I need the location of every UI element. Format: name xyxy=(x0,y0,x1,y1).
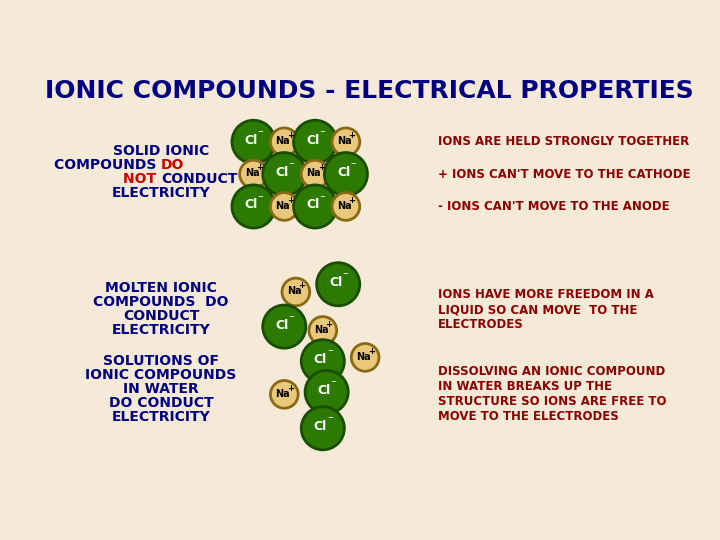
Circle shape xyxy=(324,153,367,195)
Circle shape xyxy=(263,305,306,348)
Text: ⁻: ⁻ xyxy=(258,129,264,139)
Circle shape xyxy=(271,381,298,408)
Text: +: + xyxy=(287,384,294,393)
Text: MOLTEN IONIC: MOLTEN IONIC xyxy=(105,281,217,295)
Text: Na: Na xyxy=(337,201,351,211)
Text: Cl: Cl xyxy=(329,276,343,289)
Text: Cl: Cl xyxy=(306,134,320,147)
Text: Na: Na xyxy=(356,352,371,362)
Text: +: + xyxy=(348,131,356,140)
Text: Cl: Cl xyxy=(275,166,289,179)
Text: +: + xyxy=(299,281,305,291)
Circle shape xyxy=(305,370,348,414)
Text: SOLID IONIC: SOLID IONIC xyxy=(113,144,210,158)
Text: Na: Na xyxy=(276,201,290,211)
Text: Na: Na xyxy=(314,325,328,335)
Text: Cl: Cl xyxy=(275,319,289,332)
Text: ⁻: ⁻ xyxy=(327,416,333,426)
Circle shape xyxy=(294,185,337,228)
Text: Cl: Cl xyxy=(337,166,350,179)
Circle shape xyxy=(263,153,306,195)
Text: IONS ARE HELD STRONGLY TOGETHER: IONS ARE HELD STRONGLY TOGETHER xyxy=(438,136,690,148)
Text: Cl: Cl xyxy=(318,384,331,397)
Text: Na: Na xyxy=(276,136,290,146)
Text: IONS HAVE MORE FREEDOM IN A
LIQUID SO CAN MOVE  TO THE
ELECTRODES: IONS HAVE MORE FREEDOM IN A LIQUID SO CA… xyxy=(438,288,654,331)
Circle shape xyxy=(240,160,267,188)
Text: DO CONDUCT: DO CONDUCT xyxy=(109,396,213,410)
Text: COMPOUNDS: COMPOUNDS xyxy=(54,158,161,172)
Text: CONDUCT: CONDUCT xyxy=(123,309,199,323)
Text: Cl: Cl xyxy=(245,134,258,147)
Circle shape xyxy=(332,128,360,156)
Text: ⁻: ⁻ xyxy=(288,161,294,171)
Text: Na: Na xyxy=(306,168,321,178)
Text: ELECTRICITY: ELECTRICITY xyxy=(112,186,210,200)
Text: Cl: Cl xyxy=(306,198,320,212)
Text: ELECTRICITY: ELECTRICITY xyxy=(112,410,210,424)
Text: NOT: NOT xyxy=(123,172,161,186)
Text: Cl: Cl xyxy=(314,420,327,433)
Text: IN WATER: IN WATER xyxy=(123,382,199,396)
Circle shape xyxy=(351,343,379,372)
Text: Na: Na xyxy=(337,136,351,146)
Circle shape xyxy=(294,120,337,164)
Text: +: + xyxy=(348,196,356,205)
Text: Cl: Cl xyxy=(245,198,258,212)
Text: - IONS CAN'T MOVE TO THE ANODE: - IONS CAN'T MOVE TO THE ANODE xyxy=(438,200,670,213)
Text: Na: Na xyxy=(276,389,290,399)
Text: +: + xyxy=(256,164,264,172)
Text: + IONS CAN'T MOVE TO THE CATHODE: + IONS CAN'T MOVE TO THE CATHODE xyxy=(438,167,690,181)
Text: +: + xyxy=(318,164,325,172)
Circle shape xyxy=(309,316,337,345)
Text: ⁻: ⁻ xyxy=(319,194,325,204)
Text: Na: Na xyxy=(287,286,302,296)
Circle shape xyxy=(232,120,275,164)
Circle shape xyxy=(232,185,275,228)
Text: DO: DO xyxy=(161,158,184,172)
Circle shape xyxy=(282,278,310,306)
Text: +: + xyxy=(287,131,294,140)
Text: ⁻: ⁻ xyxy=(288,314,294,324)
Circle shape xyxy=(332,193,360,220)
Text: ⁻: ⁻ xyxy=(350,161,356,171)
Circle shape xyxy=(301,407,344,450)
Text: IONIC COMPOUNDS: IONIC COMPOUNDS xyxy=(86,368,237,382)
Text: +: + xyxy=(368,347,375,356)
Text: ⁻: ⁻ xyxy=(319,129,325,139)
Circle shape xyxy=(301,160,329,188)
Text: DISSOLVING AN IONIC COMPOUND
IN WATER BREAKS UP THE
STRUCTURE SO IONS ARE FREE T: DISSOLVING AN IONIC COMPOUND IN WATER BR… xyxy=(438,365,667,423)
Text: +: + xyxy=(325,320,333,329)
Circle shape xyxy=(271,193,298,220)
Text: SOLUTIONS OF: SOLUTIONS OF xyxy=(103,354,219,368)
Text: CONDUCT: CONDUCT xyxy=(161,172,238,186)
Text: COMPOUNDS  DO: COMPOUNDS DO xyxy=(94,295,229,309)
Text: Na: Na xyxy=(245,168,259,178)
Text: ⁻: ⁻ xyxy=(330,379,336,389)
Text: ⁻: ⁻ xyxy=(327,348,333,359)
Text: +: + xyxy=(287,196,294,205)
Text: Cl: Cl xyxy=(314,353,327,366)
Circle shape xyxy=(301,340,344,383)
Text: ELECTRICITY: ELECTRICITY xyxy=(112,323,210,336)
Circle shape xyxy=(317,262,360,306)
Text: ⁻: ⁻ xyxy=(342,272,348,281)
Circle shape xyxy=(271,128,298,156)
Text: ⁻: ⁻ xyxy=(258,194,264,204)
Text: IONIC COMPOUNDS - ELECTRICAL PROPERTIES: IONIC COMPOUNDS - ELECTRICAL PROPERTIES xyxy=(45,79,693,103)
